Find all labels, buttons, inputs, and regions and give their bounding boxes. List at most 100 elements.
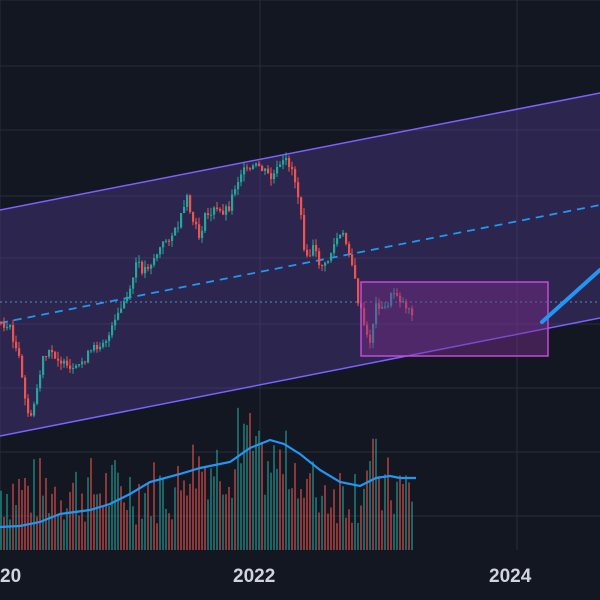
candle-body (246, 167, 249, 169)
volume-bar (231, 497, 233, 550)
volume-bar (234, 469, 236, 550)
candle-body (156, 254, 159, 259)
candle-body (408, 308, 411, 310)
candle-body (87, 350, 90, 363)
volume-bar (99, 493, 101, 550)
candle-body (45, 355, 48, 357)
candle-body (279, 164, 282, 167)
candle-body (27, 398, 30, 414)
candle-body (285, 157, 288, 161)
candle-body (186, 195, 189, 207)
candle-body (300, 197, 303, 216)
candle-body (30, 413, 33, 416)
candle-body (369, 334, 372, 344)
volume-bar (297, 498, 299, 550)
candle-body (72, 367, 75, 369)
volume-bar (51, 493, 53, 550)
candle-body (129, 288, 132, 297)
volume-bar (273, 445, 275, 550)
volume-bar (201, 471, 203, 550)
volume-bar (198, 456, 200, 550)
candle-body (330, 253, 333, 261)
candle-body (18, 348, 21, 356)
candle-body (144, 266, 147, 274)
candle-body (378, 303, 381, 309)
candle-body (12, 325, 15, 342)
volume-bar (213, 476, 215, 550)
candle-body (333, 244, 336, 254)
candle-body (351, 254, 354, 266)
volume-bar (357, 522, 359, 550)
volume-bar (123, 502, 125, 550)
candle-body (357, 278, 360, 304)
volume-bar (180, 490, 182, 550)
candle-body (165, 240, 168, 242)
channel-midline (0, 204, 600, 324)
volume-bar (120, 486, 122, 550)
candle-body (117, 312, 120, 320)
candle-body (243, 167, 246, 175)
volume-bar (72, 482, 74, 550)
volume-bar (156, 523, 158, 550)
volume-bar (42, 495, 44, 550)
drawings[interactable] (360, 268, 600, 357)
candle-body (42, 355, 45, 375)
candle-body (159, 247, 162, 255)
volume-bar (21, 490, 23, 550)
candle-body (309, 255, 312, 257)
candle-body (231, 194, 234, 211)
volume-bar (15, 505, 17, 550)
candle-body (282, 160, 285, 165)
candle-body (204, 213, 207, 231)
volume-bar (258, 430, 260, 550)
volume-bar (285, 430, 287, 550)
volume-bar (261, 441, 263, 550)
candle-body (150, 264, 153, 269)
candle-body (270, 173, 273, 180)
candle-body (327, 260, 330, 263)
volume-bar (369, 461, 371, 550)
volume-bar (345, 517, 347, 550)
volume-bar (351, 522, 353, 550)
volume-bar (216, 449, 218, 550)
volume-bar (84, 521, 86, 550)
candle-body (183, 206, 186, 214)
candle-body (234, 189, 237, 195)
volume-bar (144, 493, 146, 550)
volume-bar (396, 481, 398, 550)
volume-bar (45, 477, 47, 550)
candle-body (126, 296, 129, 302)
candle-body (312, 245, 315, 256)
volume-bar (159, 475, 161, 550)
candle-body (372, 323, 375, 344)
regression-channel[interactable] (0, 92, 600, 437)
volume-bar (267, 461, 269, 550)
volume-bar (126, 509, 128, 550)
candle-body (342, 232, 345, 235)
volume-bar (195, 488, 197, 550)
volume-bar (36, 516, 38, 550)
candle-body (225, 206, 228, 215)
candle-body (321, 265, 324, 267)
volume-bar (153, 462, 155, 550)
candle-body (0, 322, 3, 323)
candle-body (348, 243, 351, 255)
candle-body (78, 364, 81, 366)
candle-body (402, 301, 405, 303)
candle-body (375, 303, 378, 324)
candle-body (81, 361, 84, 365)
volume-ma-line (0, 438, 416, 529)
volume-bar (57, 514, 59, 550)
volume-bar (279, 449, 281, 550)
candle-body (123, 301, 126, 309)
volume-bar (183, 480, 185, 550)
volume-bar (165, 508, 167, 550)
candle-body (63, 360, 66, 364)
candle-body (366, 324, 369, 335)
candle-body (108, 335, 111, 342)
candle-body (96, 345, 99, 350)
volume-bar (354, 474, 356, 550)
volume-bar (90, 458, 92, 550)
